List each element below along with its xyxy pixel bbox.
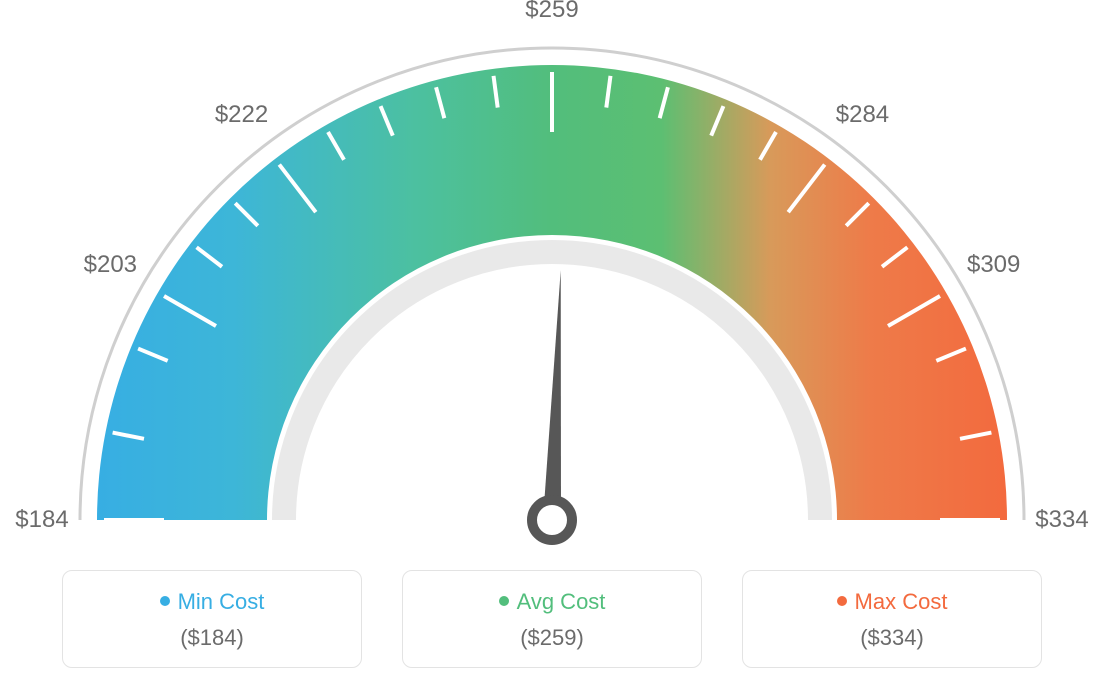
gauge-tick-label: $184	[15, 506, 68, 534]
gauge-tick-label: $222	[215, 101, 268, 129]
legend-title-avg: Avg Cost	[403, 589, 701, 615]
legend-title-avg-text: Avg Cost	[517, 589, 606, 614]
legend-title-min-text: Min Cost	[178, 589, 265, 614]
gauge-chart: $184 $203 $222 $259 $284 $309 $334	[0, 0, 1104, 560]
legend-card-avg: Avg Cost ($259)	[402, 570, 702, 668]
gauge-svg	[0, 0, 1104, 560]
legend-dot-min	[160, 596, 170, 606]
legend-card-min: Min Cost ($184)	[62, 570, 362, 668]
legend-title-max-text: Max Cost	[855, 589, 948, 614]
legend-title-min: Min Cost	[63, 589, 361, 615]
legend-dot-avg	[499, 596, 509, 606]
gauge-tick-label: $284	[836, 101, 889, 129]
legend-title-max: Max Cost	[743, 589, 1041, 615]
gauge-tick-label: $334	[1035, 506, 1088, 534]
gauge-tick-label: $203	[84, 251, 137, 279]
legend-row: Min Cost ($184) Avg Cost ($259) Max Cost…	[0, 560, 1104, 668]
gauge-tick-label: $259	[525, 0, 578, 24]
legend-value-max: ($334)	[743, 625, 1041, 651]
legend-card-max: Max Cost ($334)	[742, 570, 1042, 668]
legend-value-min: ($184)	[63, 625, 361, 651]
gauge-tick-label: $309	[967, 251, 1020, 279]
legend-value-avg: ($259)	[403, 625, 701, 651]
legend-dot-max	[837, 596, 847, 606]
